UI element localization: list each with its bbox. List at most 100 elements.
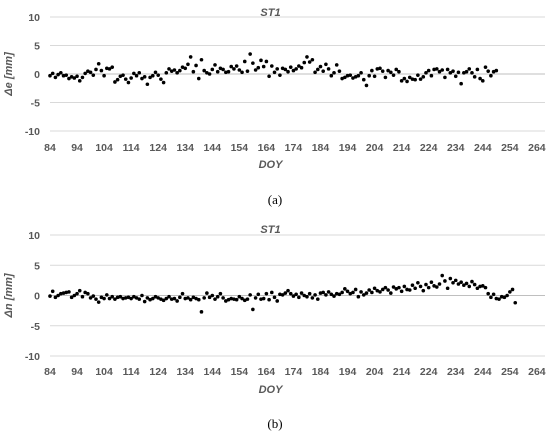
data-point: [129, 76, 133, 80]
data-point: [380, 287, 385, 292]
data-point: [437, 282, 442, 286]
data-point: [123, 296, 128, 300]
data-point: [437, 69, 442, 74]
data-point: [91, 73, 96, 77]
data-point: [345, 289, 350, 294]
data-point: [161, 298, 166, 303]
x-axis-label: DOY: [259, 159, 285, 171]
data-point: [91, 294, 96, 298]
data-point: [202, 296, 206, 300]
data-point: [107, 67, 112, 71]
x-tick-label: 154: [231, 366, 249, 378]
data-point: [267, 297, 271, 302]
data-point: [172, 68, 177, 72]
data-point: [224, 70, 228, 75]
data-point: [242, 298, 247, 303]
data-point: [299, 65, 304, 70]
data-point: [391, 73, 396, 77]
data-point: [499, 294, 504, 299]
data-point: [480, 79, 485, 83]
data-point: [196, 297, 201, 302]
data-point: [486, 291, 490, 296]
data-point: [329, 73, 334, 78]
data-point: [291, 294, 296, 298]
x-tick-label: 264: [528, 142, 546, 154]
data-point: [148, 75, 152, 80]
data-point: [453, 278, 458, 283]
x-tick-label: 214: [393, 142, 411, 154]
data-point: [48, 73, 52, 78]
data-point: [407, 288, 412, 292]
data-point: [489, 295, 493, 300]
data-point: [410, 77, 415, 81]
data-point: [148, 297, 152, 302]
data-point: [389, 291, 393, 295]
data-point: [315, 297, 320, 301]
data-point: [167, 294, 171, 299]
y-tick-label: -5: [31, 98, 40, 110]
data-point: [196, 76, 201, 81]
data-point: [310, 296, 315, 300]
data-point: [123, 77, 128, 81]
data-point: [283, 67, 288, 72]
data-point: [302, 60, 307, 65]
data-point: [186, 62, 190, 67]
data-point: [270, 64, 274, 68]
data-point: [178, 68, 182, 73]
data-point: [210, 67, 215, 72]
data-point: [88, 296, 93, 300]
data-point: [418, 284, 423, 289]
data-point: [67, 76, 71, 81]
data-point: [242, 59, 247, 64]
data-point: [150, 296, 155, 301]
data-point: [229, 296, 234, 301]
data-point: [99, 68, 104, 73]
data-point: [153, 294, 158, 299]
data-point: [261, 64, 266, 69]
data-point: [453, 74, 458, 79]
y-tick-label: 0: [34, 69, 40, 81]
data-point: [313, 293, 317, 297]
data-point: [359, 290, 363, 294]
x-tick-label: 184: [312, 366, 330, 378]
data-point: [394, 287, 399, 291]
x-tick-label: 114: [123, 366, 140, 378]
data-point: [267, 74, 271, 79]
data-point: [416, 280, 420, 285]
data-point: [256, 65, 261, 70]
data-point: [399, 79, 404, 83]
data-point: [194, 63, 198, 68]
x-tick-label: 214: [393, 366, 411, 378]
y-tick-label: -5: [31, 321, 40, 333]
data-point: [210, 293, 215, 298]
data-point: [183, 66, 188, 71]
data-point: [432, 67, 436, 72]
data-point: [224, 299, 228, 303]
data-point: [297, 295, 301, 300]
x-tick-label: 224: [420, 366, 438, 378]
data-point: [402, 284, 407, 289]
data-point: [337, 292, 342, 297]
data-point: [169, 297, 174, 301]
data-point: [424, 71, 428, 75]
y-tick-label: -10: [25, 351, 40, 363]
data-point: [480, 284, 485, 288]
x-tick-label: 204: [366, 366, 384, 378]
data-point: [226, 297, 231, 302]
data-point: [240, 70, 244, 75]
data-point: [356, 73, 361, 78]
data-point: [367, 73, 371, 78]
y-tick-label: 5: [34, 260, 40, 272]
data-point: [86, 291, 90, 296]
data-point: [253, 296, 258, 300]
data-point: [142, 75, 147, 79]
data-point: [324, 293, 328, 297]
data-point: [513, 300, 518, 305]
data-point: [175, 299, 179, 303]
data-point: [77, 288, 82, 293]
data-point: [475, 286, 480, 291]
data-point: [483, 65, 488, 69]
data-point: [424, 282, 428, 287]
data-point: [161, 80, 166, 85]
data-point: [132, 71, 136, 76]
